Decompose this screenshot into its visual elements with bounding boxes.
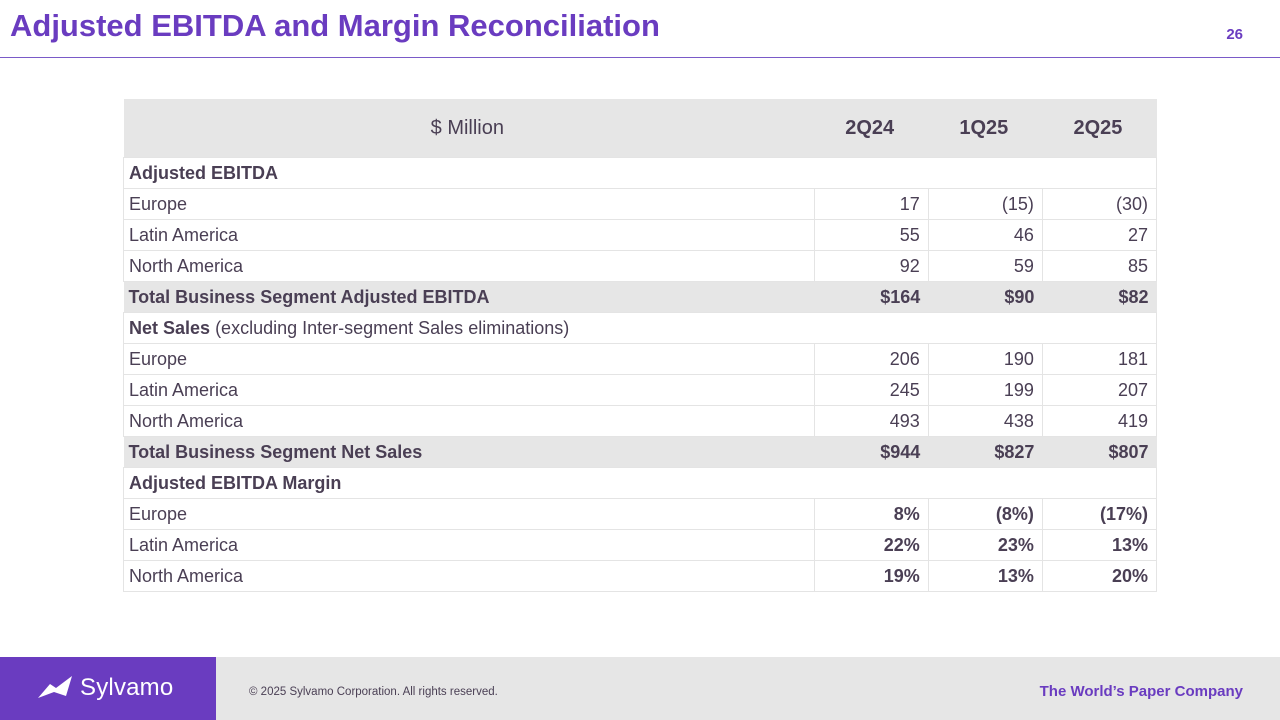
section-label: Net Sales: [129, 317, 211, 338]
cell-value: 207: [1041, 374, 1158, 406]
cell-value: 85: [1041, 250, 1158, 282]
row-label: Total Business Segment Adjusted EBITDA: [123, 281, 815, 313]
table-row: North America 19% 13% 20%: [123, 560, 1158, 592]
column-header-2q25: 2Q25: [1042, 99, 1157, 158]
row-label: North America: [123, 250, 815, 282]
row-label: Total Business Segment Net Sales: [123, 436, 815, 468]
cell-value: 13%: [1041, 529, 1158, 561]
cell-value: $90: [928, 281, 1043, 313]
cell-value: (30): [1041, 188, 1158, 220]
section-label: Adjusted EBITDA Margin: [123, 467, 1157, 499]
row-label: North America: [123, 560, 815, 592]
table-header-row: $ Million 2Q24 1Q25 2Q25: [123, 99, 1157, 158]
table-row: Europe 206 190 181: [123, 343, 1158, 375]
cell-value: 46: [927, 219, 1043, 251]
cell-value: (17%): [1041, 498, 1158, 530]
cell-value: 22%: [813, 529, 929, 561]
row-label: Latin America: [123, 374, 815, 406]
row-label: Latin America: [123, 529, 815, 561]
cell-value: 181: [1041, 343, 1158, 375]
cell-value: $82: [1042, 281, 1157, 313]
section-label-cell: Net Sales (excluding Inter-segment Sales…: [123, 312, 1157, 344]
page-number: 26: [1226, 26, 1243, 43]
cell-value: 206: [813, 343, 929, 375]
cell-value: 199: [927, 374, 1043, 406]
row-label: Europe: [123, 188, 815, 220]
row-label: Latin America: [123, 219, 815, 251]
section-header-adjusted-ebitda: Adjusted EBITDA: [123, 157, 1157, 189]
page-title: Adjusted EBITDA and Margin Reconciliatio…: [10, 8, 660, 43]
cell-value: 23%: [927, 529, 1043, 561]
table-row: Latin America 245 199 207: [123, 374, 1158, 406]
cell-value: 27: [1041, 219, 1158, 251]
cell-value: 92: [813, 250, 929, 282]
row-label: Europe: [123, 498, 815, 530]
cell-value: $944: [814, 436, 929, 468]
footer-bar: Sylvamo © 2025 Sylvamo Corporation. All …: [0, 657, 1280, 720]
title-divider: [0, 57, 1280, 58]
cell-value: 20%: [1041, 560, 1158, 592]
column-header-unit: $ Million: [123, 99, 815, 158]
section-header-ebitda-margin: Adjusted EBITDA Margin: [123, 467, 1157, 499]
column-header-2q24: 2Q24: [814, 99, 929, 158]
cell-value: (15): [927, 188, 1043, 220]
table-row: Europe 17 (15) (30): [123, 188, 1158, 220]
cell-value: 17: [813, 188, 929, 220]
cell-value: 55: [813, 219, 929, 251]
reconciliation-table: $ Million 2Q24 1Q25 2Q25 Adjusted EBITDA…: [123, 99, 1158, 592]
cell-value: 245: [813, 374, 929, 406]
table-row: North America 92 59 85: [123, 250, 1158, 282]
table-row: Latin America 22% 23% 13%: [123, 529, 1158, 561]
table-row: Latin America 55 46 27: [123, 219, 1158, 251]
cell-value: 419: [1041, 405, 1158, 437]
logo-wordmark: Sylvamo: [80, 674, 174, 701]
cell-value: 13%: [927, 560, 1043, 592]
cell-value: 190: [927, 343, 1043, 375]
row-label: Europe: [123, 343, 815, 375]
total-row-net-sales: Total Business Segment Net Sales $944 $8…: [123, 436, 1157, 468]
cell-value: $807: [1042, 436, 1157, 468]
cell-value: 493: [813, 405, 929, 437]
cell-value: $164: [814, 281, 929, 313]
company-tagline: The World’s Paper Company: [1039, 683, 1243, 700]
table-row: Europe 8% (8%) (17%): [123, 498, 1158, 530]
table-row: North America 493 438 419: [123, 405, 1158, 437]
row-label: North America: [123, 405, 815, 437]
copyright-text: © 2025 Sylvamo Corporation. All rights r…: [249, 686, 498, 698]
cell-value: (8%): [927, 498, 1043, 530]
section-note: (excluding Inter-segment Sales eliminati…: [215, 317, 570, 338]
cell-value: $827: [928, 436, 1043, 468]
cell-value: 59: [927, 250, 1043, 282]
cell-value: 8%: [813, 498, 929, 530]
section-label: Adjusted EBITDA: [123, 157, 1157, 189]
cell-value: 19%: [813, 560, 929, 592]
total-row-adjusted-ebitda: Total Business Segment Adjusted EBITDA $…: [123, 281, 1157, 313]
column-header-1q25: 1Q25: [928, 99, 1043, 158]
company-logo: Sylvamo: [0, 657, 216, 720]
sylvamo-logo-icon: [38, 676, 72, 698]
cell-value: 438: [927, 405, 1043, 437]
section-header-net-sales: Net Sales (excluding Inter-segment Sales…: [123, 312, 1157, 344]
